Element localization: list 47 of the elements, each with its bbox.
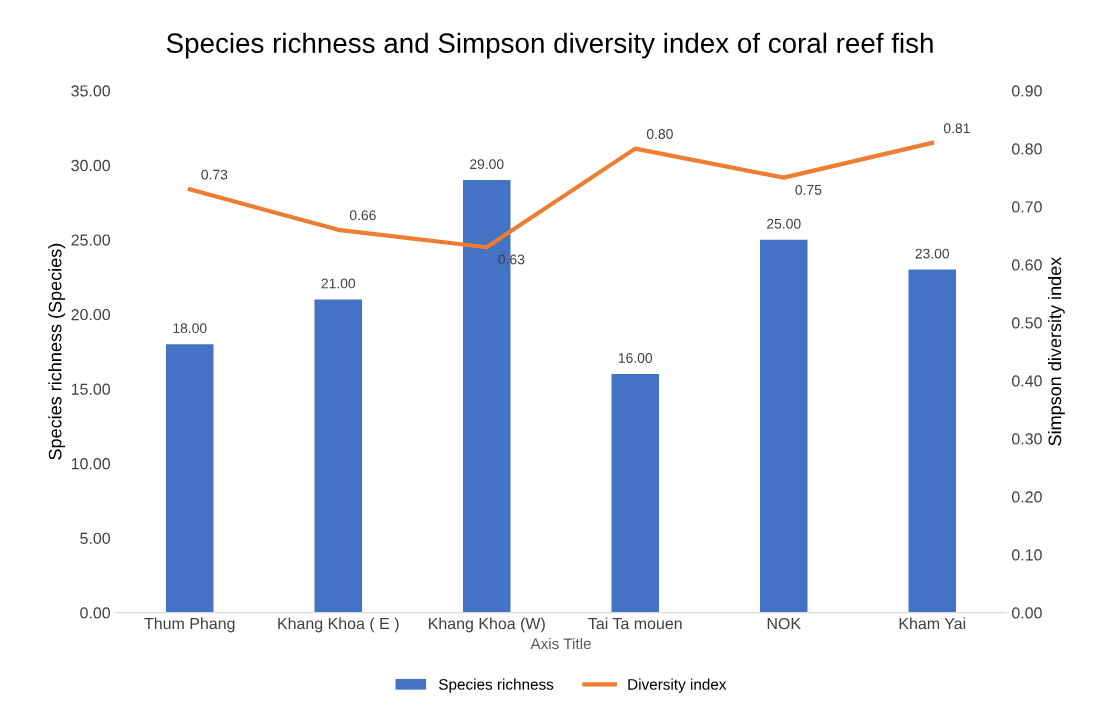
y2-axis-title: Simpson diversity index: [1048, 256, 1065, 446]
y2-tick-label: 0.90: [1011, 85, 1042, 97]
legend-label: Diversity index: [628, 678, 727, 693]
y-tick-label: 10.00: [71, 458, 111, 470]
y-tick-label: 35.00: [71, 85, 111, 97]
data-label: 29.00: [470, 159, 504, 170]
bar: [611, 374, 660, 613]
x-tick-label: Khang Khoa (W): [429, 617, 545, 633]
line-series: [187, 140, 935, 250]
y2-tick-label: 0.00: [1011, 607, 1042, 619]
y-tick-label: 20.00: [71, 308, 111, 321]
data-label: 16.00: [618, 353, 653, 363]
data-label: 0.66: [349, 210, 376, 221]
data-label: 0.80: [646, 129, 673, 139]
y-axis-title: Species richness (Species): [48, 243, 66, 460]
chart-title: Species richness and Simpson diversity index of coral reef fish: [166, 32, 933, 59]
y2-tick-label: 0.40: [1011, 375, 1042, 387]
y-tick-label: 30.00: [71, 159, 111, 172]
x-tick-label: NOK: [767, 617, 801, 630]
y2-tick-label: 0.10: [1011, 549, 1042, 561]
y2-tick-label: 0.70: [1011, 201, 1042, 213]
x-tick-label: Thum Phang: [144, 617, 235, 633]
y-tick-label: 5.00: [80, 532, 111, 544]
legend-label: Species richness: [439, 678, 554, 693]
y2-tick-label: 0.30: [1011, 433, 1042, 445]
data-label: 0.81: [943, 123, 970, 134]
data-label: 21.00: [321, 278, 356, 289]
bar: [165, 344, 214, 613]
bar: [908, 269, 957, 613]
x-tick-label: Kham Yai: [899, 617, 966, 630]
y2-tick-label: 0.20: [1011, 491, 1042, 503]
y2-tick-label: 0.60: [1011, 259, 1042, 271]
x-tick-label: Tai Ta mouen: [588, 617, 682, 630]
x-tick-label: Khang Khoa ( E ): [278, 617, 399, 633]
y2-tick-label: 0.50: [1011, 317, 1042, 329]
data-label: 0.73: [201, 169, 228, 180]
bar: [314, 299, 363, 613]
data-label: 18.00: [173, 323, 207, 334]
bar: [759, 239, 808, 613]
data-label: 23.00: [915, 248, 950, 259]
y-tick-label: 25.00: [71, 234, 111, 246]
y-tick-label: 0.00: [80, 607, 111, 619]
y-tick-label: 15.00: [71, 383, 111, 395]
y2-tick-label: 0.80: [1011, 143, 1042, 155]
x-axis-title: Axis Title: [530, 637, 591, 650]
data-label: 0.75: [795, 184, 822, 195]
data-label: 25.00: [767, 218, 801, 229]
